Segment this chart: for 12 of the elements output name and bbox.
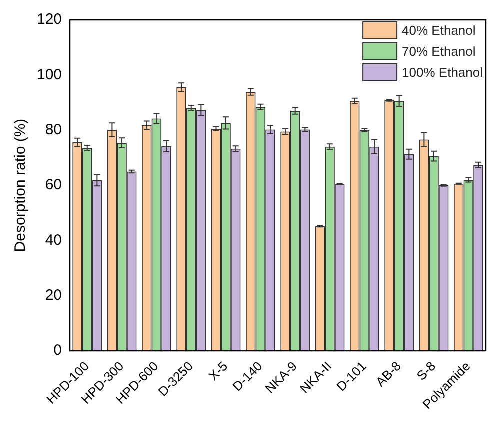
y-tick-label: 40 [45,232,62,249]
y-tick-label: 60 [45,176,62,194]
y-tick-label: 120 [36,11,62,28]
x-tick-label: X-5 [206,358,231,384]
y-tick-label: 20 [45,287,62,304]
y-axis-title: Desorption ratio (%) [12,118,30,252]
legend-label: 40% Ethanol [402,23,476,38]
y-tick-label: 0 [54,342,62,360]
legend-label: 70% Ethanol [402,44,476,60]
y-tick-label: 100 [36,66,62,84]
legend-label: 100% Ethanol [402,65,484,80]
y-tick-label: 80 [45,121,62,138]
